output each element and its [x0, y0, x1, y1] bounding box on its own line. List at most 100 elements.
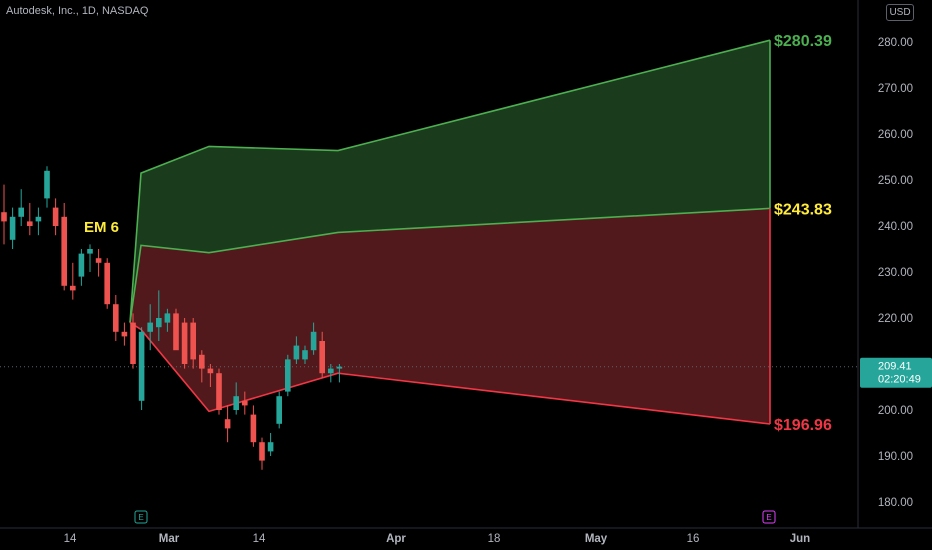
x-tick-label: 14: [64, 533, 77, 545]
last-price-tag-bg: [860, 357, 932, 388]
candle[interactable]: [130, 313, 136, 369]
candle-body: [233, 396, 239, 410]
upper-band-fill: [130, 40, 770, 323]
candle-body: [78, 253, 85, 277]
candle-body: [147, 322, 153, 332]
x-tick-label: 16: [687, 533, 700, 545]
candle-body: [328, 368, 334, 374]
y-tick-label: 180.00: [878, 497, 913, 509]
candle[interactable]: [207, 364, 214, 387]
candle[interactable]: [302, 345, 308, 364]
candle[interactable]: [70, 262, 76, 300]
candle[interactable]: [113, 295, 119, 341]
candle-body: [9, 216, 16, 240]
candle[interactable]: [199, 350, 205, 383]
candle-body: [259, 442, 265, 461]
em-annotation-label: EM 6: [84, 219, 119, 236]
lower-band-line: [129, 321, 771, 425]
candle-body: [285, 359, 291, 392]
middle-price-label: $243.83: [774, 201, 832, 218]
candles: [1, 166, 343, 470]
middle-band-line: [129, 207, 771, 323]
candle-body: [113, 304, 119, 332]
candle[interactable]: [61, 203, 67, 291]
earnings-marker-text: E: [766, 513, 771, 522]
candle[interactable]: [293, 336, 300, 364]
last-price-value: 209.41: [878, 361, 912, 373]
earnings-marker-box: [762, 510, 776, 524]
y-tick-label: 240.00: [878, 221, 913, 233]
candle-body: [216, 373, 222, 410]
candle[interactable]: [336, 364, 343, 383]
candle[interactable]: [104, 258, 110, 309]
candle[interactable]: [328, 364, 334, 383]
candle-body: [121, 331, 128, 337]
earnings-marker-icon[interactable]: E: [134, 510, 148, 524]
earnings-marker-box: [134, 510, 148, 524]
candle[interactable]: [78, 249, 85, 286]
candle[interactable]: [156, 290, 162, 341]
candle-body: [138, 331, 145, 401]
candle-body: [61, 216, 67, 286]
candle[interactable]: [250, 405, 257, 447]
candle[interactable]: [190, 318, 196, 369]
candle-body: [267, 442, 274, 452]
candle[interactable]: [310, 322, 317, 355]
candle-body: [95, 258, 102, 263]
x-tick-label: Jun: [790, 533, 810, 545]
candle[interactable]: [164, 308, 171, 332]
chart-title: Autodesk, Inc., 1D, NASDAQ: [6, 5, 149, 17]
candle-body: [190, 322, 196, 360]
candle-body: [18, 207, 24, 217]
x-tick-label: 14: [253, 533, 266, 545]
candle[interactable]: [147, 304, 153, 351]
lower-price-label: $196.96: [774, 417, 832, 434]
earnings-marker-icon[interactable]: E: [762, 510, 776, 524]
upper-price-label: $280.39: [774, 33, 832, 50]
candle[interactable]: [224, 405, 231, 443]
candle-body: [156, 318, 162, 328]
candle-body: [27, 221, 33, 226]
candle[interactable]: [259, 437, 265, 470]
candle[interactable]: [173, 308, 179, 351]
candle-body: [250, 414, 257, 443]
candle[interactable]: [9, 207, 16, 249]
y-axis: 180.00190.00200.00210.00220.00230.00240.…: [878, 37, 913, 509]
countdown-value: 02:20:49: [878, 374, 921, 386]
candle[interactable]: [52, 198, 59, 236]
candle[interactable]: [35, 207, 42, 236]
candle[interactable]: [87, 244, 93, 272]
candle-body: [52, 207, 59, 226]
candle[interactable]: [242, 391, 248, 415]
candle-body: [310, 331, 317, 351]
candle[interactable]: [285, 354, 291, 397]
candle[interactable]: [1, 184, 7, 245]
x-tick-label: 18: [488, 533, 501, 545]
candle[interactable]: [276, 391, 282, 429]
candle[interactable]: [267, 433, 274, 456]
x-tick-label: May: [585, 533, 608, 545]
candle[interactable]: [233, 382, 239, 415]
currency-button[interactable]: USD: [886, 4, 914, 21]
candle-body: [164, 313, 171, 323]
candle[interactable]: [121, 322, 128, 346]
candle-body: [35, 216, 42, 222]
candle[interactable]: [44, 166, 50, 208]
candle[interactable]: [18, 189, 24, 226]
candle[interactable]: [181, 318, 188, 369]
candle[interactable]: [216, 368, 222, 415]
y-tick-label: 270.00: [878, 83, 913, 95]
candle[interactable]: [27, 203, 33, 236]
candle[interactable]: [138, 327, 145, 410]
earnings-marker-text: E: [138, 513, 143, 522]
candle-body: [224, 419, 231, 429]
y-tick-label: 260.00: [878, 129, 913, 141]
candle[interactable]: [95, 249, 102, 277]
candle-body: [276, 396, 282, 424]
candle-body: [199, 354, 205, 369]
candle-body: [70, 285, 76, 291]
candle[interactable]: [319, 331, 325, 378]
candle-body: [44, 170, 50, 199]
